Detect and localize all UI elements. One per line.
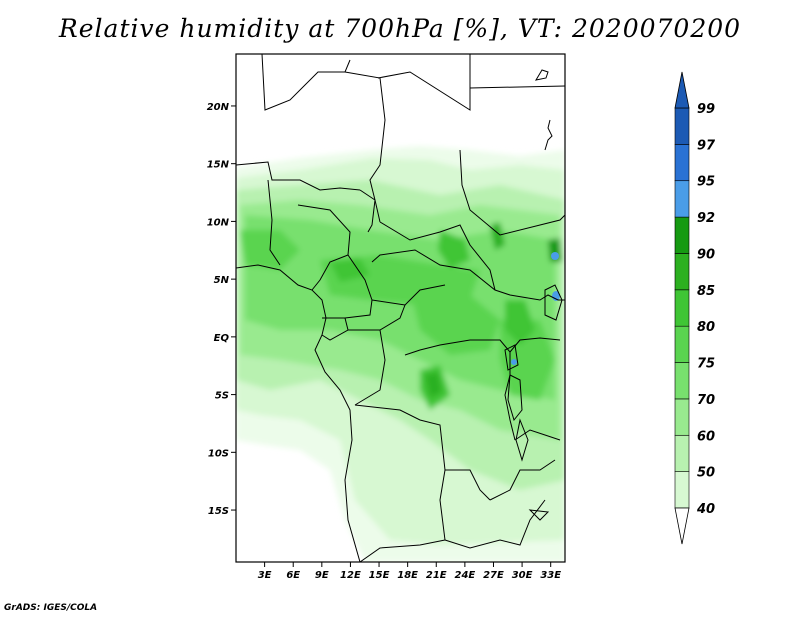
lon-tick-label: 12E [340,570,361,581]
longitude-axis: 3E 6E 9E 12E 15E 18E 21E 24E 27E 30E 33E [258,562,561,581]
colorbar-bin [674,289,690,327]
colorbar-label: 92 [697,211,715,226]
colorbar-bin [674,216,690,254]
lon-tick-label: 30E [512,570,533,581]
colorbar-bin [674,325,690,363]
colorbar-label: 75 [697,357,715,372]
colorbar-label: 70 [697,393,715,408]
lat-tick-label: 5S [215,391,229,402]
colorbar-label: 50 [697,466,715,481]
lon-tick-label: 18E [397,570,418,581]
map-title: Relative humidity at 700hPa [%], VT: 202… [58,14,742,43]
colorbar-bin [674,180,690,218]
lon-tick-label: 27E [483,570,504,581]
lon-tick-label: 9E [315,570,329,581]
humidity-field [236,146,565,562]
colorbar-bin [674,471,690,509]
lon-tick-label: 21E [426,570,447,581]
colorbar-bin [674,144,690,182]
lat-tick-label: 15S [208,506,229,517]
lon-tick-label: 33E [540,570,561,581]
colorbar-label: 60 [697,429,715,444]
lon-tick-label: 3E [258,570,272,581]
colorbar-label: 90 [697,247,715,262]
colorbar-label: 95 [697,175,715,190]
colorbar-label: 85 [697,284,715,299]
lat-tick-label: 20N [207,102,230,113]
colorbar-bin [674,362,690,400]
lon-tick-label: 6E [286,570,300,581]
colorbar-bin [674,398,690,436]
lat-tick-label: 10N [207,217,230,228]
colorbar-above-arrow [674,71,690,109]
lon-tick-label: 15E [369,570,390,581]
colorbar-bin [674,253,690,291]
lat-tick-label: EQ [214,333,230,344]
lat-tick-label: 5N [214,275,230,286]
lat-tick-label: 10S [208,448,229,459]
colorbar: 40 50 60 70 75 80 85 90 92 95 97 99 [674,71,716,545]
colorbar-label: 99 [697,102,715,117]
country-borders [236,54,565,562]
colorbar-bin [674,107,690,145]
colorbar-bin [674,434,690,472]
lon-tick-label: 24E [454,570,475,581]
latitude-axis: 20N 15N 10N 5N EQ 5S 10S 15S [207,102,236,517]
colorbar-label: 80 [697,320,715,335]
map-frame [235,53,566,563]
colorbar-label: 97 [697,138,716,153]
colorbar-label: 40 [696,502,715,517]
grads-credit: GrADS: IGES/COLA [4,603,98,613]
lat-tick-label: 15N [207,160,230,171]
colorbar-below-arrow [674,507,690,545]
